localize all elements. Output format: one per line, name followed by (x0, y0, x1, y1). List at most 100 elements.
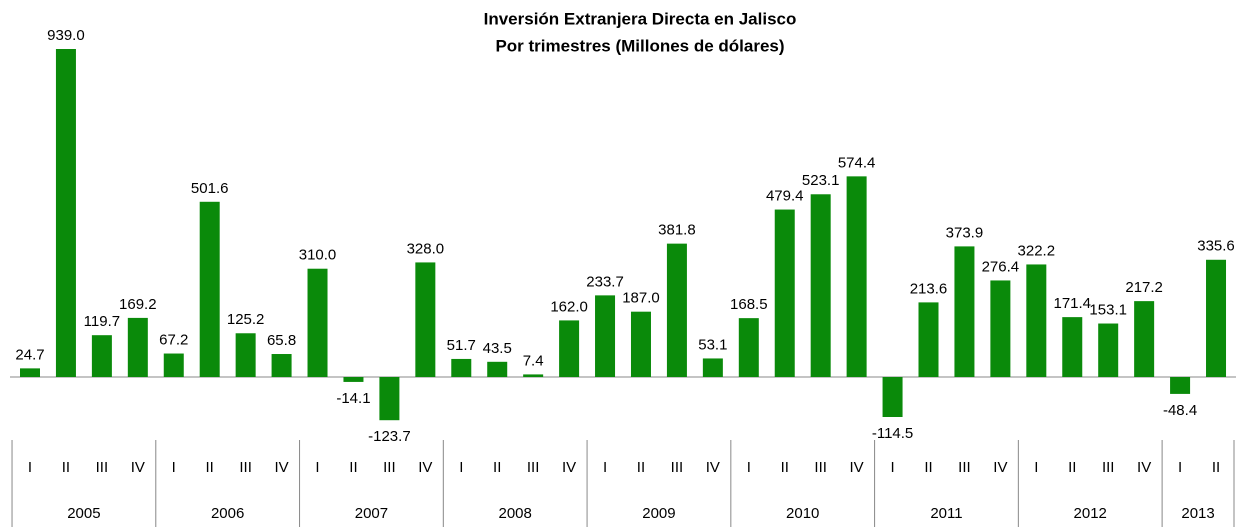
bar (487, 361, 508, 377)
bar (810, 194, 831, 377)
x-tick-label: III (958, 459, 971, 476)
x-tick-label: I (1034, 459, 1038, 476)
x-tick-label: III (814, 459, 827, 476)
x-tick-label: I (603, 459, 607, 476)
data-label: 328.0 (407, 240, 445, 257)
bar (55, 49, 76, 377)
data-label: 217.2 (1125, 279, 1163, 296)
bar (846, 176, 867, 377)
bar (954, 246, 975, 377)
bar (235, 333, 256, 377)
data-label: 335.6 (1197, 238, 1235, 255)
bar (199, 201, 220, 377)
bar (379, 377, 400, 421)
data-label: -14.1 (336, 390, 370, 407)
data-label: -114.5 (872, 425, 913, 442)
data-label: -48.4 (1163, 402, 1197, 419)
data-label: 574.4 (838, 154, 876, 171)
data-label: 125.2 (227, 311, 265, 328)
x-tick-label: III (671, 459, 684, 476)
x-tick-label: III (1102, 459, 1115, 476)
year-label: 2005 (67, 505, 100, 522)
year-label: 2009 (642, 505, 675, 522)
data-label: 67.2 (159, 331, 188, 348)
data-label: 501.6 (191, 180, 229, 197)
data-label: 24.7 (15, 346, 44, 363)
data-label: 381.8 (658, 222, 696, 239)
x-tick-label: I (315, 459, 319, 476)
bar (271, 354, 292, 377)
bar (307, 268, 328, 377)
x-tick-label: IV (131, 459, 145, 476)
bar (1062, 317, 1083, 377)
bar (666, 243, 687, 377)
x-tick-label: I (747, 459, 751, 476)
data-label: 213.6 (910, 280, 948, 297)
x-tick-label: II (637, 459, 645, 476)
bar (738, 318, 759, 377)
x-tick-label: IV (850, 459, 864, 476)
bar (20, 368, 40, 377)
data-label: 939.0 (47, 27, 85, 44)
x-tick-label: IV (993, 459, 1007, 476)
chart-subtitle: Por trimestres (Millones de dólares) (495, 36, 784, 55)
year-label: 2006 (211, 505, 244, 522)
bar (415, 262, 436, 377)
x-tick-label: IV (706, 459, 720, 476)
chart-title: Inversión Extranjera Directa en Jalisco (484, 9, 797, 28)
x-tick-label: I (1178, 459, 1182, 476)
bar (882, 377, 903, 417)
bar (163, 353, 184, 377)
bar (127, 317, 148, 377)
x-tick-label: I (459, 459, 463, 476)
x-tick-label: III (239, 459, 252, 476)
data-label: 523.1 (802, 172, 840, 189)
bar (630, 311, 651, 377)
data-label: 51.7 (447, 337, 476, 354)
bar (1170, 377, 1191, 394)
x-tick-label: III (96, 459, 109, 476)
year-label: 2013 (1181, 505, 1214, 522)
x-tick-label: II (493, 459, 501, 476)
x-tick-label: II (62, 459, 70, 476)
data-label: 65.8 (267, 332, 296, 349)
bar (702, 358, 723, 377)
x-tick-label: III (527, 459, 540, 476)
bar (1134, 301, 1155, 377)
bar (1206, 259, 1227, 377)
x-tick-label: I (28, 459, 32, 476)
x-tick-label: II (924, 459, 932, 476)
data-label: 119.7 (84, 313, 120, 330)
data-label: 168.5 (730, 296, 768, 313)
bar (343, 377, 364, 382)
bar (451, 358, 472, 377)
x-tick-label: II (1068, 459, 1076, 476)
year-label: 2010 (786, 505, 819, 522)
x-tick-label: II (781, 459, 789, 476)
x-tick-label: IV (1137, 459, 1151, 476)
data-label: 162.0 (550, 298, 588, 315)
bar (990, 280, 1011, 377)
x-tick-label: I (172, 459, 176, 476)
year-label: 2012 (1074, 505, 1107, 522)
data-label: 169.2 (119, 296, 157, 313)
data-label: 43.5 (483, 340, 512, 357)
bar (918, 302, 939, 377)
data-label: 322.2 (1018, 242, 1056, 259)
x-tick-label: IV (418, 459, 432, 476)
bar (774, 209, 795, 377)
data-label: 373.9 (946, 224, 984, 241)
data-label: 276.4 (982, 258, 1020, 275)
bar (1026, 264, 1047, 377)
year-label: 2007 (355, 505, 388, 522)
data-label: -123.7 (368, 428, 411, 445)
bar (91, 335, 112, 377)
year-label: 2008 (499, 505, 532, 522)
data-label: 233.7 (586, 273, 624, 290)
bar (595, 295, 616, 377)
x-tick-label: IV (274, 459, 288, 476)
bar (1098, 323, 1119, 377)
x-tick-label: II (206, 459, 214, 476)
x-tick-label: III (383, 459, 396, 476)
